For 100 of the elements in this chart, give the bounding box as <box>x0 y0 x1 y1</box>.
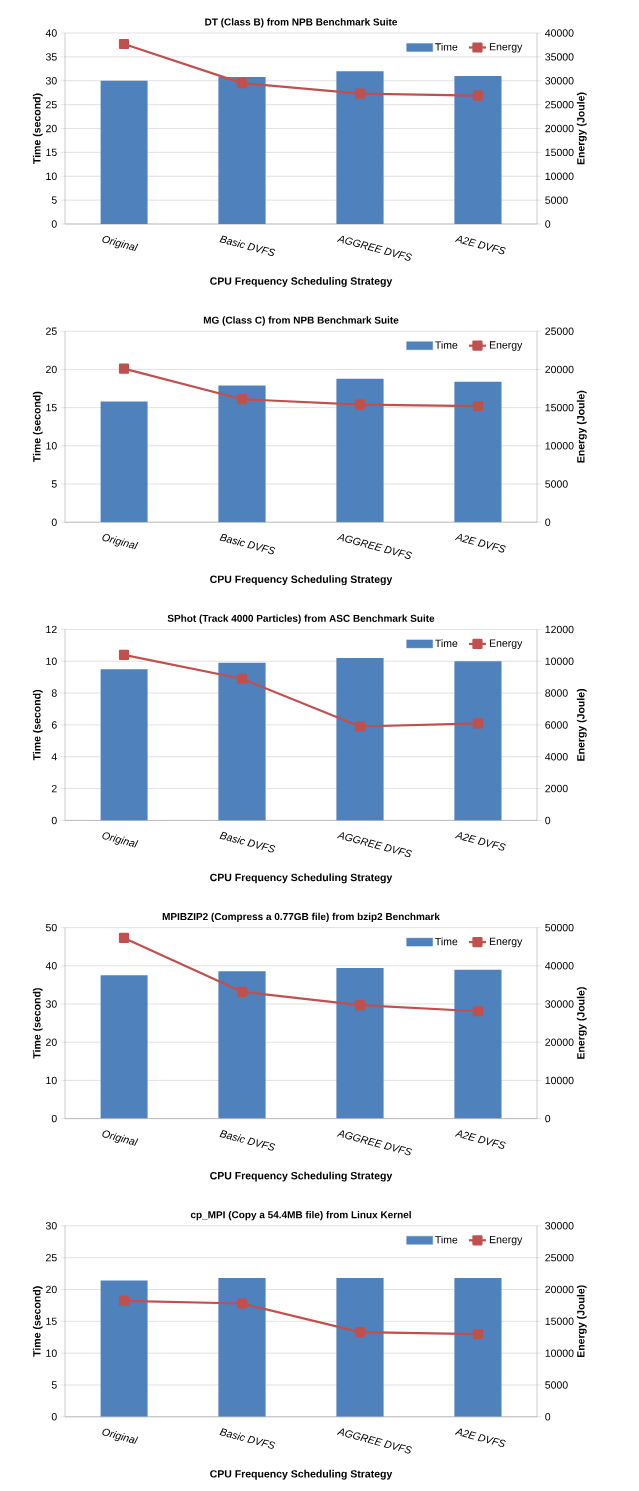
y-tick-label: 0 <box>51 220 57 228</box>
y2-tick-label: 10000 <box>545 1349 574 1357</box>
point <box>236 394 248 405</box>
y-tick-label: 15 <box>46 148 57 157</box>
y-tick-label: 6 <box>51 721 57 729</box>
y-tick-label: 40 <box>45 29 57 37</box>
point <box>236 78 248 89</box>
legend-label: Energy <box>489 937 523 948</box>
y-tick-label: 20 <box>46 124 57 133</box>
y2-tick-label: 25000 <box>545 100 574 109</box>
y-tick-label: 15 <box>46 1317 57 1325</box>
y2-tick-label: 2000 <box>545 784 568 793</box>
point <box>354 88 366 99</box>
y-axis-title: Time (second) <box>32 391 43 463</box>
y-tick-label: 15 <box>46 403 57 412</box>
bar <box>454 381 502 523</box>
y2-tick-label: 40000 <box>545 962 574 970</box>
y-tick-label: 30 <box>45 1222 57 1230</box>
y-tick-label: 25 <box>46 327 57 335</box>
point <box>354 1327 366 1338</box>
legend-label: Time <box>435 1235 458 1244</box>
point <box>472 1328 484 1340</box>
point <box>118 38 130 50</box>
legend-label: Energy <box>489 639 523 649</box>
y-axis-title: Time (second) <box>32 93 43 164</box>
bar <box>454 969 502 1119</box>
point <box>118 1295 130 1307</box>
x-tick-label: Basic DVFS <box>219 235 276 256</box>
x-axis-title: CPU Frequency Scheduling Strategy <box>210 277 393 287</box>
chart-title: DT (Class B) from NPB Benchmark Suite <box>205 18 398 28</box>
y2-tick-label: 10000 <box>545 1076 574 1085</box>
bar <box>218 662 266 821</box>
y-tick-label: 25 <box>46 100 57 109</box>
y2-tick-label: 25000 <box>545 327 574 335</box>
x-axis-title: CPU Frequency Scheduling Strategy <box>210 1171 393 1182</box>
y-tick-label: 40 <box>45 962 57 970</box>
legend-label: Energy <box>489 43 523 53</box>
y-tick-label: 0 <box>51 518 57 526</box>
y-tick-label: 5 <box>51 1381 57 1389</box>
point <box>118 649 130 660</box>
bar <box>100 401 148 523</box>
point <box>472 1006 484 1017</box>
y2-tick-label: 15000 <box>545 148 574 157</box>
y-tick-label: 20 <box>46 365 57 374</box>
y-tick-label: 0 <box>51 816 57 825</box>
y2-tick-label: 20000 <box>545 1038 574 1046</box>
y2-tick-label: 10000 <box>545 442 574 450</box>
x-tick-label: Original <box>102 1428 139 1444</box>
y-tick-label: 30 <box>45 77 57 85</box>
y2-tick-label: 15000 <box>545 1317 574 1326</box>
y-axis-title: Time (second) <box>32 689 43 761</box>
y-tick-label: 10 <box>46 1349 57 1357</box>
x-tick-label: Basic DVFS <box>219 1428 276 1449</box>
x-tick-label: A2E DVFS <box>454 832 506 851</box>
x-axis-title: CPU Frequency Scheduling Strategy <box>210 575 393 586</box>
y-tick-label: 20 <box>46 1285 57 1294</box>
y2-tick-label: 30000 <box>545 1000 574 1008</box>
x-tick-label: A2E DVFS <box>454 1428 506 1447</box>
x-tick-label: A2E DVFS <box>454 533 506 553</box>
point <box>472 90 484 101</box>
y2-tick-label: 0 <box>545 1114 551 1123</box>
y2-tick-label: 30000 <box>545 77 574 85</box>
y-tick-label: 50 <box>45 923 57 932</box>
y2-tick-label: 5000 <box>545 480 568 488</box>
y-tick-label: 2 <box>51 784 57 793</box>
x-axis-title: CPU Frequency Scheduling Strategy <box>210 1469 393 1480</box>
point <box>354 1000 366 1011</box>
y2-tick-label: 25000 <box>545 1253 574 1262</box>
x-tick-label: AGGREE DVFS <box>336 533 412 559</box>
x-tick-label: Basic DVFS <box>219 831 276 853</box>
y2-tick-label: 15000 <box>545 403 574 412</box>
y-tick-label: 10 <box>46 172 57 180</box>
y-tick-label: 10 <box>46 657 57 665</box>
y2-tick-label: 35000 <box>545 53 574 61</box>
y2-tick-label: 0 <box>545 816 551 825</box>
y-tick-label: 10 <box>46 1076 57 1085</box>
y-axis-title: Time (second) <box>32 988 43 1059</box>
y2-tick-label: 12000 <box>545 625 574 634</box>
bar <box>336 658 384 821</box>
bar <box>218 385 266 523</box>
y2-tick-label: 8000 <box>545 689 568 697</box>
y2-tick-label: 20000 <box>545 124 574 133</box>
point <box>354 721 366 732</box>
chart-title: MG (Class C) from NPB Benchmark Suite <box>203 316 399 326</box>
x-tick-label: A2E DVFS <box>454 1130 506 1149</box>
bar <box>336 378 384 523</box>
y2-tick-label: 0 <box>545 1413 551 1421</box>
chart-title: cp_MPI (Copy a 54.4MB file) from Linux Kernel <box>190 1210 411 1221</box>
y2-tick-label: 10000 <box>545 172 574 180</box>
point <box>118 932 130 944</box>
y2-tick-label: 6000 <box>545 721 568 729</box>
y2-tick-label: 5000 <box>545 196 568 204</box>
y-tick-label: 5 <box>51 196 57 204</box>
legend-label: Energy <box>489 1235 523 1246</box>
y-tick-label: 30 <box>45 1000 57 1008</box>
x-tick-label: Basic DVFS <box>219 1130 276 1151</box>
point <box>236 1298 248 1309</box>
y2-axis-title: Energy (Joule) <box>576 688 587 761</box>
y2-tick-label: 30000 <box>545 1222 574 1230</box>
y2-tick-label: 0 <box>545 518 551 526</box>
